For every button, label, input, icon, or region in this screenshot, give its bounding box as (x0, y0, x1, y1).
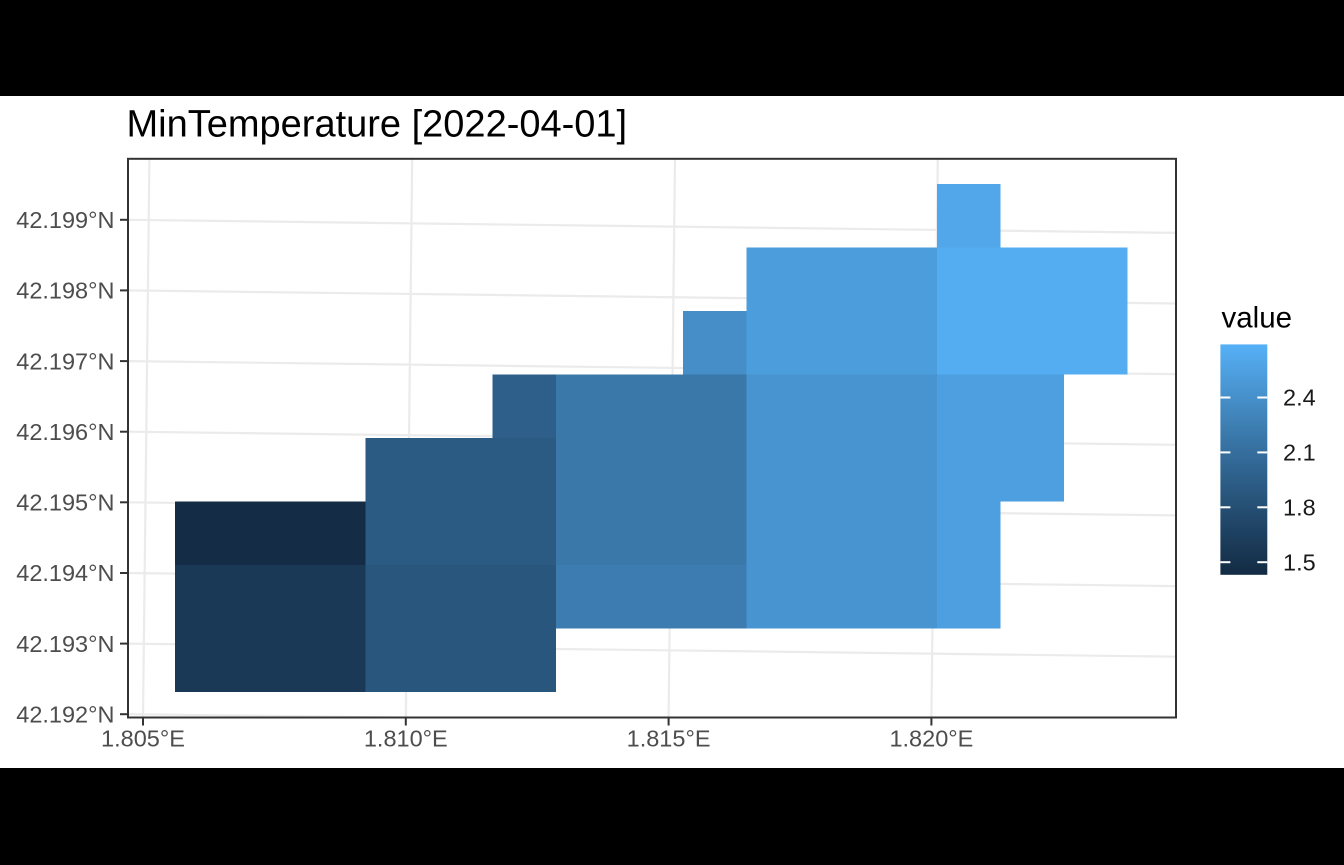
svg-text:42.197°N: 42.197°N (16, 348, 114, 374)
svg-text:42.198°N: 42.198°N (16, 278, 114, 304)
svg-text:42.195°N: 42.195°N (16, 490, 114, 516)
svg-text:42.192°N: 42.192°N (16, 701, 114, 727)
svg-text:42.193°N: 42.193°N (16, 631, 114, 657)
svg-text:1.805°E: 1.805°E (101, 726, 185, 752)
svg-text:1.810°E: 1.810°E (364, 726, 448, 752)
svg-text:MinTemperature [2022-04-01]: MinTemperature [2022-04-01] (127, 103, 628, 145)
svg-text:1.5: 1.5 (1283, 549, 1316, 575)
svg-text:42.199°N: 42.199°N (16, 207, 114, 233)
svg-text:1.820°E: 1.820°E (889, 726, 973, 752)
svg-text:42.194°N: 42.194°N (16, 560, 114, 586)
svg-text:1.815°E: 1.815°E (627, 726, 711, 752)
svg-text:2.1: 2.1 (1283, 440, 1316, 466)
svg-text:value: value (1222, 302, 1293, 335)
svg-text:1.8: 1.8 (1283, 494, 1316, 520)
svg-text:2.4: 2.4 (1283, 385, 1316, 411)
svg-text:42.196°N: 42.196°N (16, 419, 114, 445)
